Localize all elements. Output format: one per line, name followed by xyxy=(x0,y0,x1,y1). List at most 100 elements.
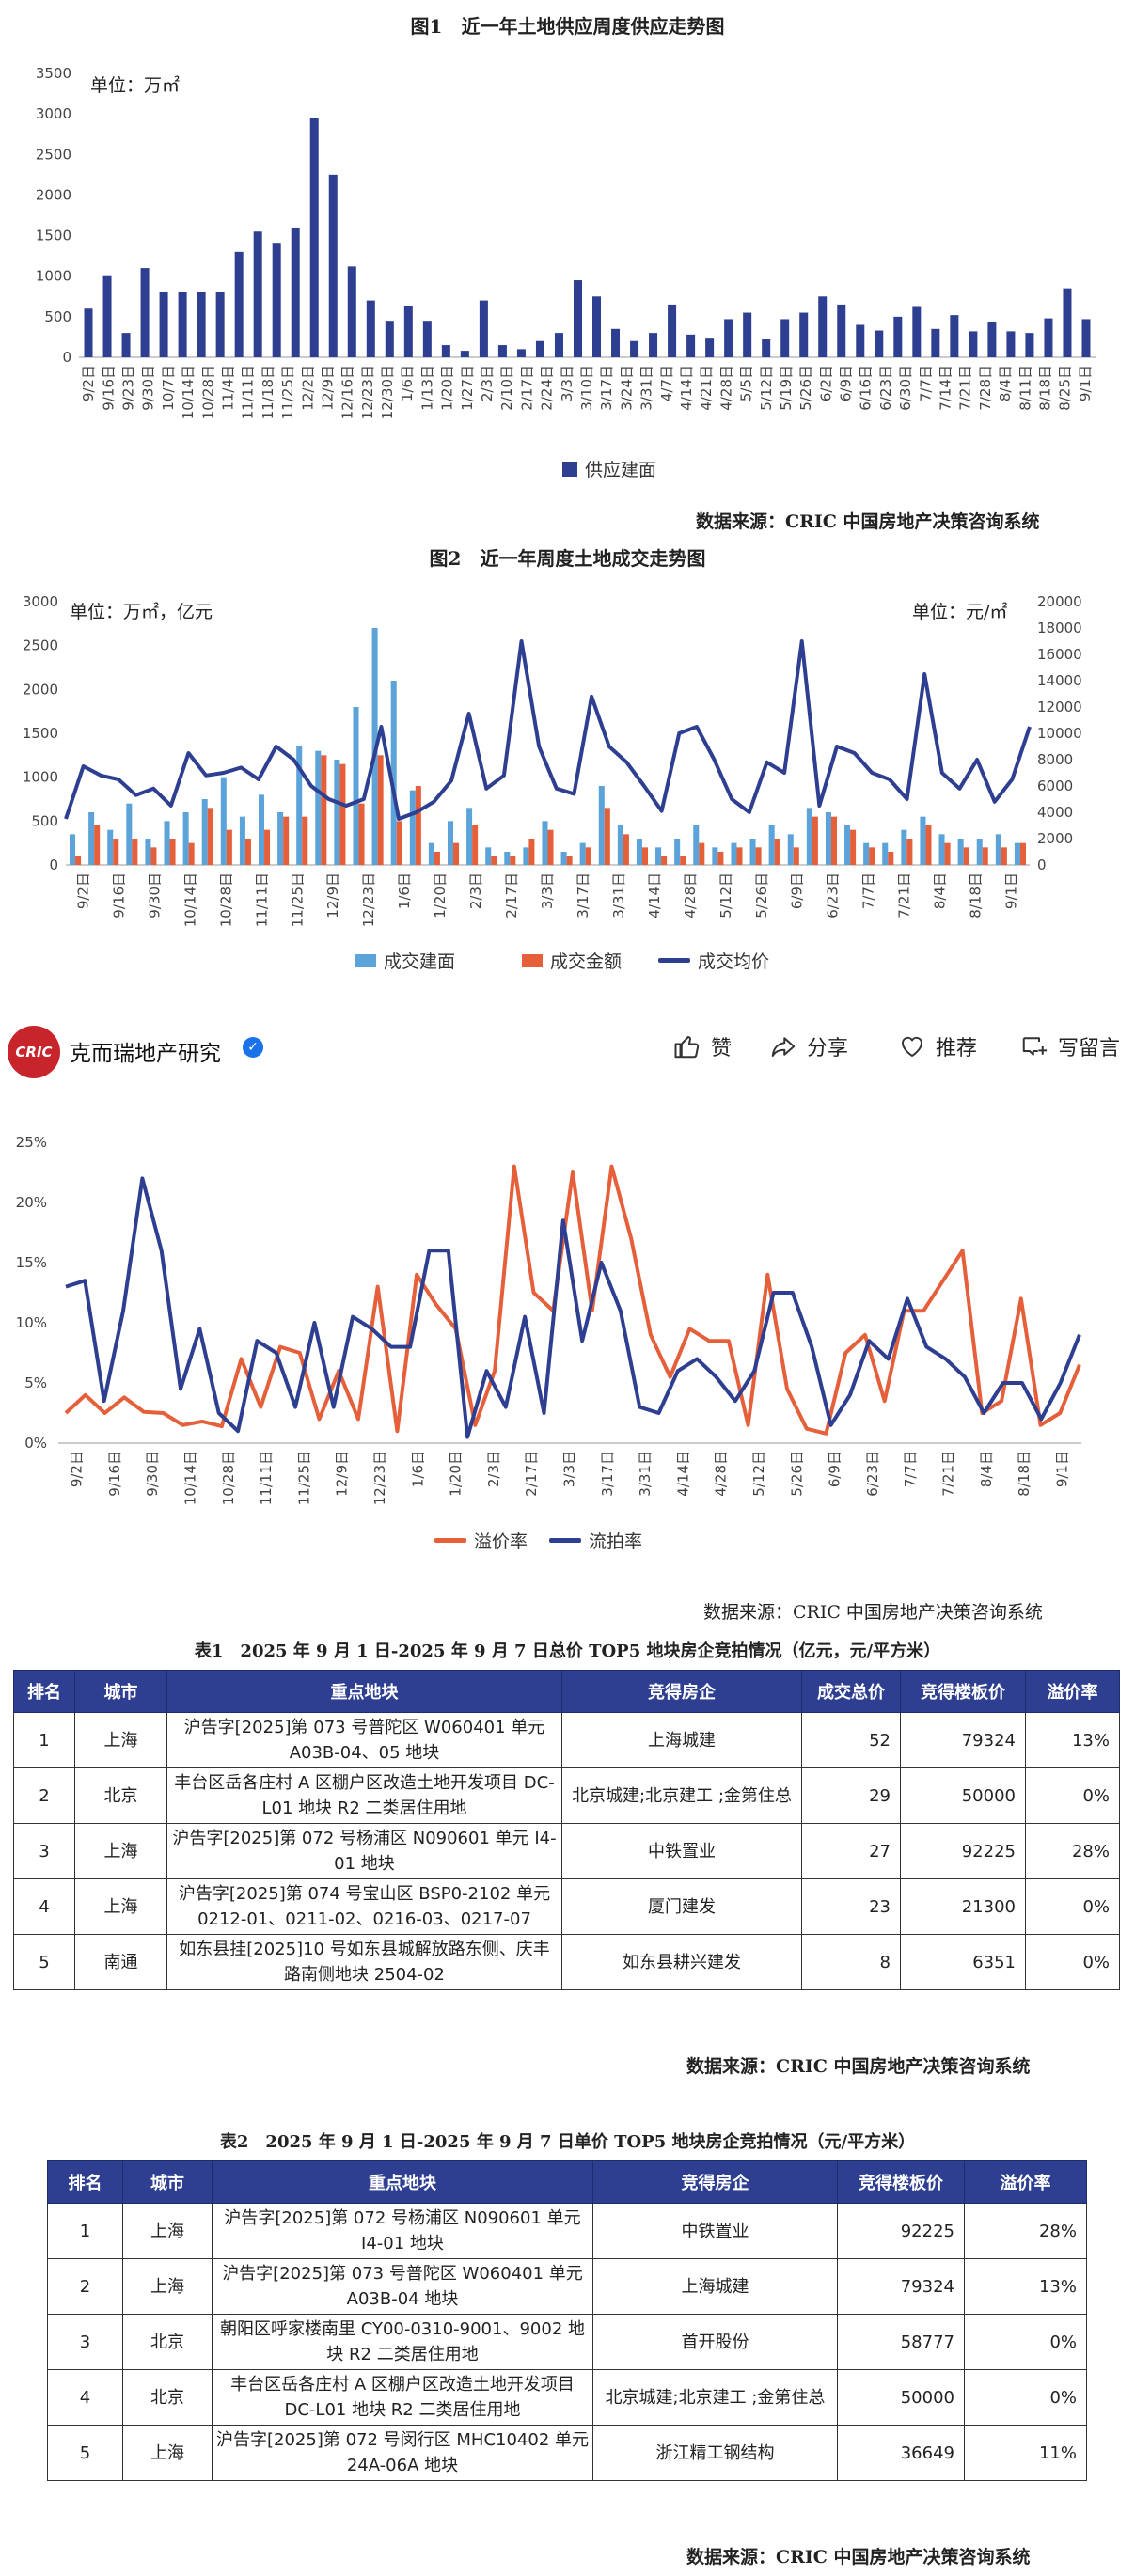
x-tick-label: 4/7日 xyxy=(658,365,675,401)
table-cell: 沪告字[2025]第 073 号普陀区 W060401 单元 A03B-04、0… xyxy=(166,1712,562,1768)
x-tick-label: 4/14日 xyxy=(646,872,663,919)
avg-price-line xyxy=(64,639,1032,821)
x-tick-label: 1/13日 xyxy=(418,365,435,411)
column-header: 城市 xyxy=(74,1670,167,1713)
table-cell: 27 xyxy=(801,1823,901,1879)
deal-area-bar xyxy=(220,777,227,865)
x-tick-label: 3/10日 xyxy=(578,365,595,411)
deal-amount-bar xyxy=(283,816,290,865)
x-tick-label: 1/6日 xyxy=(399,365,416,401)
deal-area-bar xyxy=(504,852,511,865)
deal-amount-bar xyxy=(717,852,724,865)
x-tick-label: 4/28日 xyxy=(713,1451,730,1497)
figure1-unit: 单位：万㎡ xyxy=(90,75,181,96)
x-tick-label: 12/30日 xyxy=(379,365,396,419)
comment-button[interactable]: 写留言 xyxy=(1020,1031,1120,1061)
table-row: 3 北京 朝阳区呼家楼南里 CY00-0310-9001、9002 地块 R2 二类… xyxy=(47,2314,1087,2370)
x-tick-label: 11/11日 xyxy=(240,365,257,419)
share-button[interactable]: 分享 xyxy=(769,1031,848,1061)
legend-item-price: 成交均价 xyxy=(658,948,769,973)
table-row: 1 上海 沪告字[2025]第 072 号杨浦区 N090601 单元 I4-01 … xyxy=(47,2203,1087,2259)
supply-bar xyxy=(875,330,884,357)
x-tick-label: 4/14日 xyxy=(674,1451,691,1497)
table-cell: 0% xyxy=(1025,1934,1120,1990)
deal-amount-bar xyxy=(623,834,629,865)
x-tick-label: 3/31日 xyxy=(638,365,655,411)
x-tick-label: 2/10日 xyxy=(498,365,515,411)
verified-icon: ✓ xyxy=(243,1037,263,1058)
supply-bar xyxy=(649,333,658,357)
legend-line-failed xyxy=(549,1538,581,1543)
x-tick-label: 8/4日 xyxy=(932,872,949,909)
legend-label-failed: 流拍率 xyxy=(589,1531,643,1552)
table-cell: 1 xyxy=(13,1712,75,1768)
deal-amount-bar xyxy=(925,825,932,865)
supply-bar xyxy=(950,315,959,357)
deal-amount-bar xyxy=(869,847,875,865)
table-cell: 上海 xyxy=(122,2203,213,2259)
deal-amount-bar xyxy=(604,808,610,865)
x-tick-label: 5/12日 xyxy=(717,872,734,919)
x-tick-label: 3/31日 xyxy=(637,1451,654,1497)
table2-source: 数据来源：CRIC 中国房地产决策咨询系统 xyxy=(686,2547,1031,2568)
table-cell: 79324 xyxy=(837,2258,965,2315)
figure3-source: 数据来源：CRIC 中国房地产决策咨询系统 xyxy=(703,1602,1043,1623)
y-right-tick-label: 18000 xyxy=(1037,620,1082,636)
deal-amount-bar xyxy=(963,847,969,865)
table-cell: 0% xyxy=(964,2369,1087,2426)
x-tick-label: 5/12日 xyxy=(758,365,775,411)
table-row: 5 上海 沪告字[2025]第 072 号闵行区 MHC10402 单元 24A-0… xyxy=(47,2425,1087,2481)
x-tick-label: 8/18日 xyxy=(1037,365,1054,411)
supply-bar xyxy=(347,266,356,357)
deal-area-bar xyxy=(1014,842,1020,865)
x-tick-label: 11/25日 xyxy=(279,365,296,419)
column-header: 溢价率 xyxy=(1025,1670,1120,1713)
supply-bar xyxy=(1006,331,1016,357)
deal-area-bar xyxy=(447,821,454,865)
author-logo[interactable]: CRIC xyxy=(8,1026,60,1078)
table-cell: 28% xyxy=(1025,1823,1120,1879)
x-tick-label: 9/16日 xyxy=(110,872,127,919)
deal-area-bar xyxy=(957,839,964,865)
supply-bar xyxy=(686,334,696,357)
deal-area-bar xyxy=(485,847,492,865)
recommend-button[interactable]: 推荐 xyxy=(898,1031,977,1061)
deal-amount-bar xyxy=(774,839,780,865)
table-cell: 5 xyxy=(47,2425,123,2481)
deal-area-bar xyxy=(579,842,586,865)
x-tick-label: 3/17日 xyxy=(598,365,615,411)
x-tick-label: 11/25日 xyxy=(295,1451,312,1505)
table-row: 2 北京 丰台区岳各庄村 A 区棚户区改造土地开发项目 DC-L01 地块 R2 二… xyxy=(13,1767,1120,1824)
like-button[interactable]: 赞 xyxy=(673,1031,732,1061)
figure2-legend: 成交建面 成交金额 成交均价 xyxy=(0,948,1135,976)
deal-area-bar xyxy=(674,839,681,865)
table-row: 5 南通 如东县挂[2025]10 号如东县城解放路东侧、庆丰路南侧地块 2504-… xyxy=(13,1934,1120,1990)
x-tick-label: 3/3日 xyxy=(559,365,575,401)
y-tick-label: 5% xyxy=(24,1374,47,1391)
x-tick-label: 12/23日 xyxy=(371,1451,388,1505)
deal-area-bar xyxy=(334,760,340,865)
y-left-tick-label: 1000 xyxy=(23,769,58,786)
table-cell: 0% xyxy=(1025,1878,1120,1935)
supply-bar xyxy=(309,118,319,357)
x-tick-label: 11/18日 xyxy=(260,365,276,419)
figure1-title: 图1 近一年土地供应周度供应走势图 xyxy=(410,15,725,38)
author-name[interactable]: 克而瑞地产研究 xyxy=(70,1042,221,1066)
figure1-chart: 0 500 1000 1500 2000 2500 3000 3500 9/2日 9/16日 9/2… xyxy=(36,65,1096,419)
deal-amount-bar xyxy=(207,808,213,865)
x-tick-label: 7/14日 xyxy=(938,365,954,411)
legend-label-amount: 成交金额 xyxy=(550,951,623,972)
supply-bar xyxy=(969,331,978,357)
deal-amount-bar xyxy=(434,852,440,865)
figure1-legend: 供应建面 xyxy=(562,456,656,481)
deal-area-bar xyxy=(995,834,1001,865)
table-cell: 6351 xyxy=(900,1934,1026,1990)
table2: 排名 城市 重点地块 竞得房企 竞得楼板价 溢价率 1 上海 沪告字[2025]第 072 号… xyxy=(47,2160,1087,2481)
deal-amount-bar xyxy=(1019,842,1026,865)
supply-bar xyxy=(931,328,940,357)
supply-bar xyxy=(159,291,168,357)
y-tick-label: 3000 xyxy=(36,105,71,122)
deal-amount-bar xyxy=(188,842,195,865)
x-tick-label: 7/21日 xyxy=(939,1451,956,1497)
table-cell: 上海 xyxy=(74,1878,167,1935)
